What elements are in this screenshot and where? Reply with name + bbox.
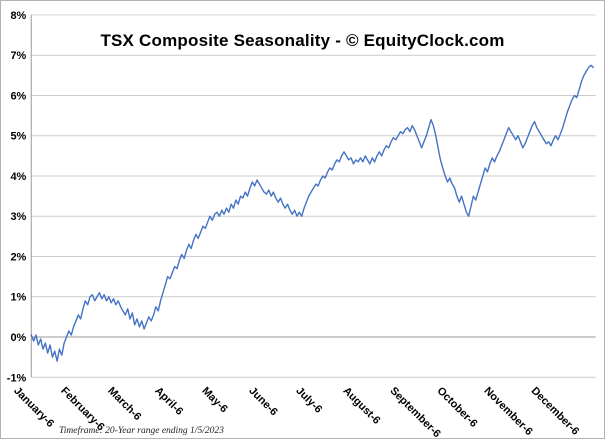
seasonality-series-line [30,64,594,362]
y-axis-tick-label: 7% [10,50,26,62]
x-axis-tick-label: December-6 [529,385,582,438]
y-axis-tick-label: 6% [10,90,26,102]
y-axis-tick-label: 8% [10,10,26,22]
x-axis-tick-label: July-6 [293,385,324,416]
x-axis-tick-label: February-6 [58,385,106,433]
x-axis-tick-label: November-6 [482,385,535,438]
y-axis-tick-label: 5% [10,131,26,143]
y-axis-tick-label: 2% [10,251,26,263]
x-axis-tick-label: April-6 [152,385,185,418]
y-axis-tick-label: -1% [7,372,27,384]
x-axis-tick-label: October-6 [435,385,480,430]
y-axis-tick-label: 0% [10,332,26,344]
x-axis-tick-label: May-6 [199,385,229,415]
x-axis-tick-label: August-6 [340,385,382,427]
y-axis-tick-label: 1% [10,292,26,304]
x-axis-tick-label: January-6 [11,385,56,430]
y-axis-tick-label: 3% [10,211,26,223]
x-axis-tick-label: March-6 [105,385,143,423]
x-axis-tick-label: June-6 [246,385,279,418]
y-axis-tick-label: 4% [10,171,26,183]
